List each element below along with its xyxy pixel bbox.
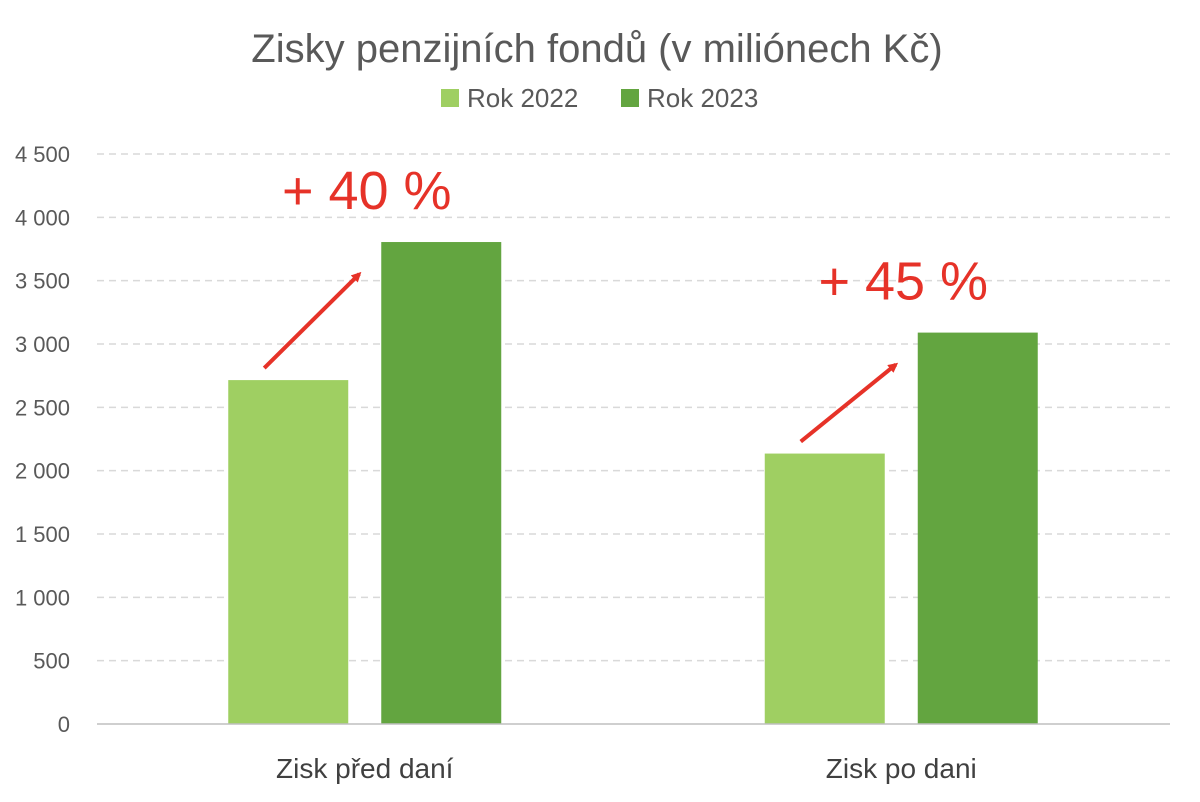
y-tick-label-2000: 2 000 bbox=[15, 459, 70, 484]
y-tick-label-0: 0 bbox=[58, 712, 70, 737]
bar-rok-2023-zisk-pred-dani bbox=[381, 242, 502, 725]
y-tick-label-4000: 4 000 bbox=[15, 205, 70, 230]
y-axis: 0 500 1 000 1 500 2 000 2 500 3 000 3 500 4 000 4… bbox=[15, 142, 70, 737]
y-tick-label-2500: 2 500 bbox=[15, 395, 70, 420]
legend: Rok 2022 Rok 2023 bbox=[441, 83, 758, 113]
arrow-zisk-pred-dani bbox=[262, 271, 362, 370]
bar-rok-2022-zisk-pred-dani bbox=[228, 380, 349, 724]
chart-title: Zisky penzijních fondů (v miliónech Kč) bbox=[251, 27, 942, 71]
y-tick-label-1500: 1 500 bbox=[15, 522, 70, 547]
x-axis: Zisk před daní Zisk po dani bbox=[97, 723, 1170, 784]
y-tick-label-3500: 3 500 bbox=[15, 269, 70, 294]
legend-swatch-rok-2022 bbox=[441, 89, 459, 107]
x-tick-label-zisk-po-dani: Zisk po dani bbox=[826, 753, 977, 784]
bar-rok-2022-zisk-po-dani bbox=[764, 453, 885, 724]
legend-swatch-rok-2023 bbox=[621, 89, 639, 107]
y-tick-label-3000: 3 000 bbox=[15, 332, 70, 357]
legend-label-rok-2023: Rok 2023 bbox=[647, 83, 758, 113]
bars bbox=[228, 242, 1038, 725]
arrow-zisk-po-dani bbox=[799, 362, 899, 444]
y-tick-label-4500: 4 500 bbox=[15, 142, 70, 167]
annotation-label-zisk-pred-dani: + 40 % bbox=[282, 161, 452, 221]
legend-label-rok-2022: Rok 2022 bbox=[467, 83, 578, 113]
bar-rok-2023-zisk-po-dani bbox=[917, 332, 1038, 724]
annotation-label-zisk-po-dani: + 45 % bbox=[818, 252, 988, 312]
annotations: + 40 % + 45 % bbox=[262, 161, 988, 444]
y-tick-label-500: 500 bbox=[33, 649, 70, 674]
x-tick-label-zisk-pred-dani: Zisk před daní bbox=[276, 753, 454, 784]
y-tick-label-1000: 1 000 bbox=[15, 585, 70, 610]
